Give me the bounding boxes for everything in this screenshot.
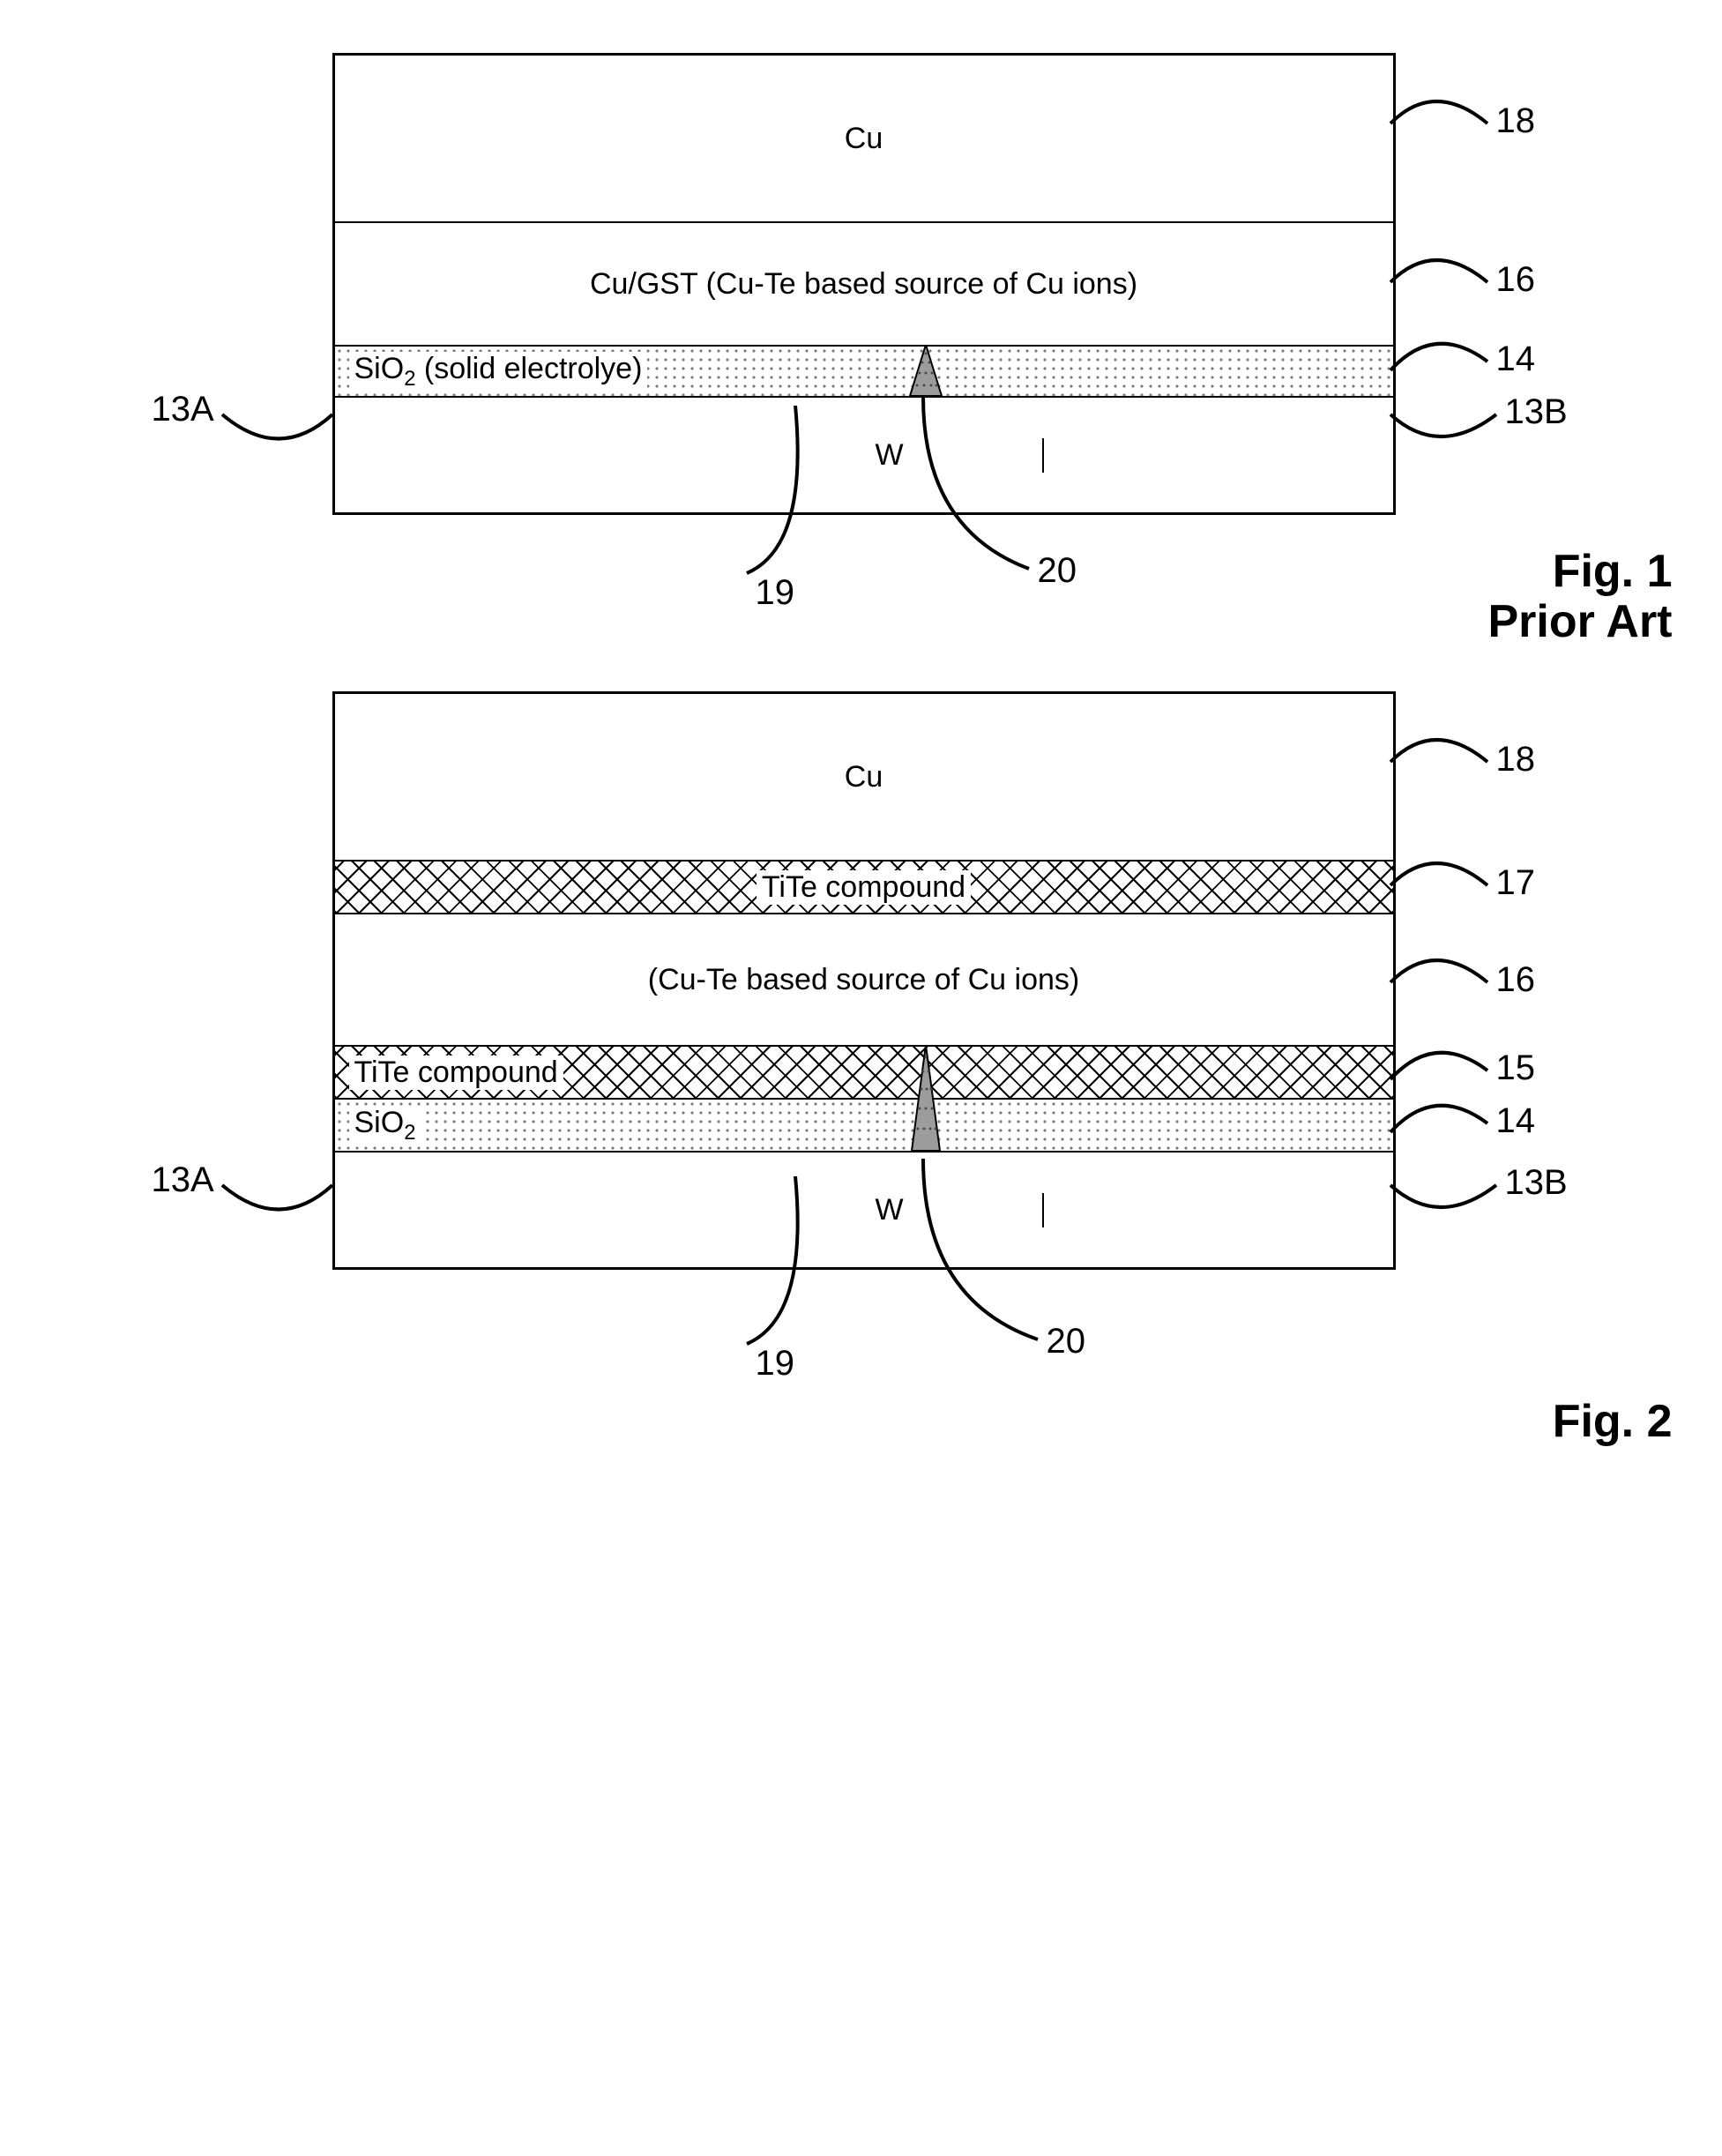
fig2-filament xyxy=(906,1045,945,1151)
fig1-layer-cu: Cu xyxy=(335,56,1393,223)
f2-num-13a: 13A xyxy=(152,1160,214,1200)
fig1-caption-line2: Prior Art xyxy=(1488,597,1673,647)
fig1-label-sio2: SiO2 (solid electrolye) xyxy=(349,352,648,392)
f2-callout-14: 14 xyxy=(1390,1097,1540,1150)
f2-num-16: 16 xyxy=(1496,960,1536,1000)
f2-num-14: 14 xyxy=(1496,1101,1536,1141)
callout-16: 16 xyxy=(1390,256,1540,309)
fig1-label-cugst: Cu/GST (Cu-Te based source of Cu ions) xyxy=(590,267,1137,302)
fig2-label-cu: Cu xyxy=(845,760,883,795)
fig2-label-sio2: SiO2 xyxy=(349,1106,421,1145)
callout-18: 18 xyxy=(1390,97,1540,150)
fig2-layer-cute: (Cu-Te based source of Cu ions) xyxy=(335,914,1393,1047)
callout-13b: 13B xyxy=(1390,397,1558,450)
f2-num-17: 17 xyxy=(1496,863,1536,903)
callout-num-13a: 13A xyxy=(152,390,214,429)
fig1-caption: Fig. 1 Prior Art xyxy=(1488,547,1673,647)
f2-num-19: 19 xyxy=(756,1344,795,1384)
fig2-bottom-center: W xyxy=(684,1193,1044,1227)
f2-callout-18: 18 xyxy=(1390,735,1540,788)
f2-num-15: 15 xyxy=(1496,1048,1536,1088)
f2-num-18: 18 xyxy=(1496,740,1536,780)
figure-1: Cu Cu/GST (Cu-Te based source of Cu ions… xyxy=(68,53,1655,515)
callout-14: 14 xyxy=(1390,335,1540,388)
fig2-layer-sio2: SiO2 xyxy=(335,1100,1393,1153)
fig2-label-w: W xyxy=(875,1193,903,1227)
fig2-caption: Fig. 2 xyxy=(1553,1397,1673,1447)
fig2-caption-text: Fig. 2 xyxy=(1553,1397,1673,1447)
fig1-stack: Cu Cu/GST (Cu-Te based source of Cu ions… xyxy=(332,53,1396,515)
f2-callout-17: 17 xyxy=(1390,859,1540,912)
callout-num-19: 19 xyxy=(756,573,795,613)
fig2-bottom-row: W xyxy=(335,1153,1393,1267)
fig1-label-w: W xyxy=(875,438,903,473)
f2-callout-13b: 13B xyxy=(1390,1168,1558,1220)
f2-callout-16: 16 xyxy=(1390,956,1540,1009)
f2-num-13b: 13B xyxy=(1505,1163,1568,1203)
callout-num-18: 18 xyxy=(1496,101,1536,141)
f2-num-20: 20 xyxy=(1047,1322,1086,1361)
fig1-layer-cugst: Cu/GST (Cu-Te based source of Cu ions) xyxy=(335,223,1393,347)
fig1-bottom-row: W xyxy=(335,398,1393,512)
fig1-label-cu: Cu xyxy=(845,122,883,156)
callout-num-13b: 13B xyxy=(1505,392,1568,432)
f2-callout-13a: 13A xyxy=(165,1168,341,1229)
fig2-label-cute: (Cu-Te based source of Cu ions) xyxy=(648,963,1079,997)
callout-num-14: 14 xyxy=(1496,339,1536,379)
callout-num-20: 20 xyxy=(1038,551,1077,591)
fig2-stack: Cu TiTe compound (Cu-Te based source of … xyxy=(332,691,1396,1270)
callout-13a: 13A xyxy=(165,397,341,459)
fig2-layer-tite1: TiTe compound xyxy=(335,862,1393,914)
callout-num-16: 16 xyxy=(1496,260,1536,300)
fig1-layer-sio2: SiO2 (solid electrolye) xyxy=(335,347,1393,398)
f2-callout-15: 15 xyxy=(1390,1044,1540,1097)
fig2-layer-tite2: TiTe compound xyxy=(335,1047,1393,1100)
fig1-caption-line1: Fig. 1 xyxy=(1488,547,1673,597)
figure-2: Cu TiTe compound (Cu-Te based source of … xyxy=(68,691,1655,1270)
fig2-label-tite1: TiTe compound xyxy=(757,870,971,905)
fig1-bottom-center: W xyxy=(684,438,1044,473)
fig2-label-tite2: TiTe compound xyxy=(349,1056,563,1090)
fig1-filament xyxy=(906,345,945,396)
dots-pattern xyxy=(335,1100,1393,1151)
fig2-layer-cu: Cu xyxy=(335,694,1393,862)
